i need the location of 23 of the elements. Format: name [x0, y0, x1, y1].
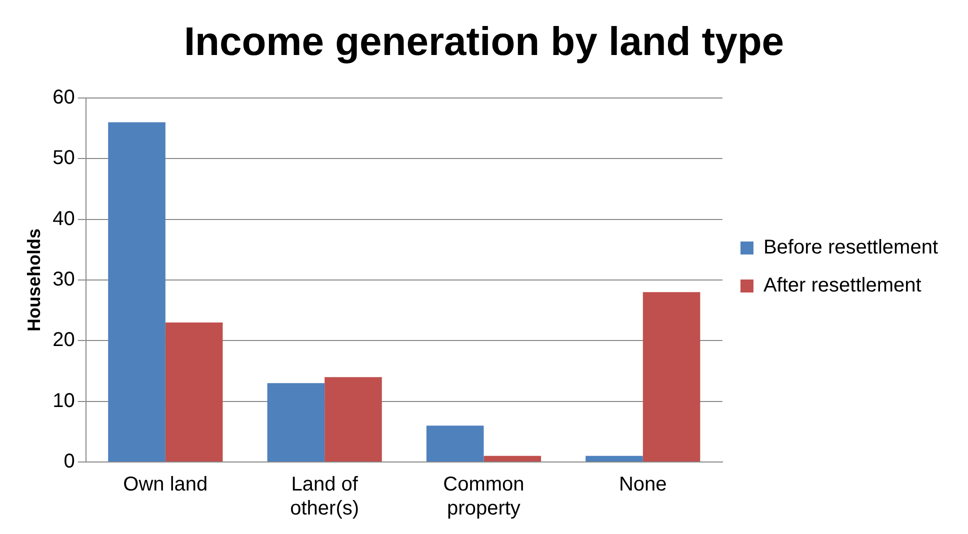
bar — [165, 322, 223, 462]
bar — [108, 122, 166, 462]
x-tick-label: Land of other(s) — [290, 474, 360, 520]
y-tick-label: 30 — [52, 268, 75, 291]
bar — [484, 456, 542, 462]
y-tick-label: 40 — [52, 208, 75, 230]
legend-label: After resettlement — [763, 274, 922, 297]
x-tick-label: Own land — [123, 474, 208, 496]
x-tick-label: None — [618, 474, 667, 496]
bar — [324, 377, 382, 462]
y-tick-label: 20 — [52, 329, 75, 352]
bar — [642, 292, 700, 462]
legend-label: Before resettlement — [763, 236, 938, 259]
bar — [586, 456, 643, 462]
y-tick-label: 60 — [52, 86, 75, 109]
y-axis-title: Households — [24, 228, 44, 332]
bar — [426, 426, 484, 462]
y-tick-label: 50 — [52, 147, 75, 170]
y-tick-label: 10 — [52, 390, 75, 412]
y-tick-label: 0 — [64, 450, 75, 473]
x-tick-label: Common property — [443, 474, 524, 520]
bar — [267, 383, 325, 462]
chart-title: Income generation by land type — [184, 20, 784, 64]
